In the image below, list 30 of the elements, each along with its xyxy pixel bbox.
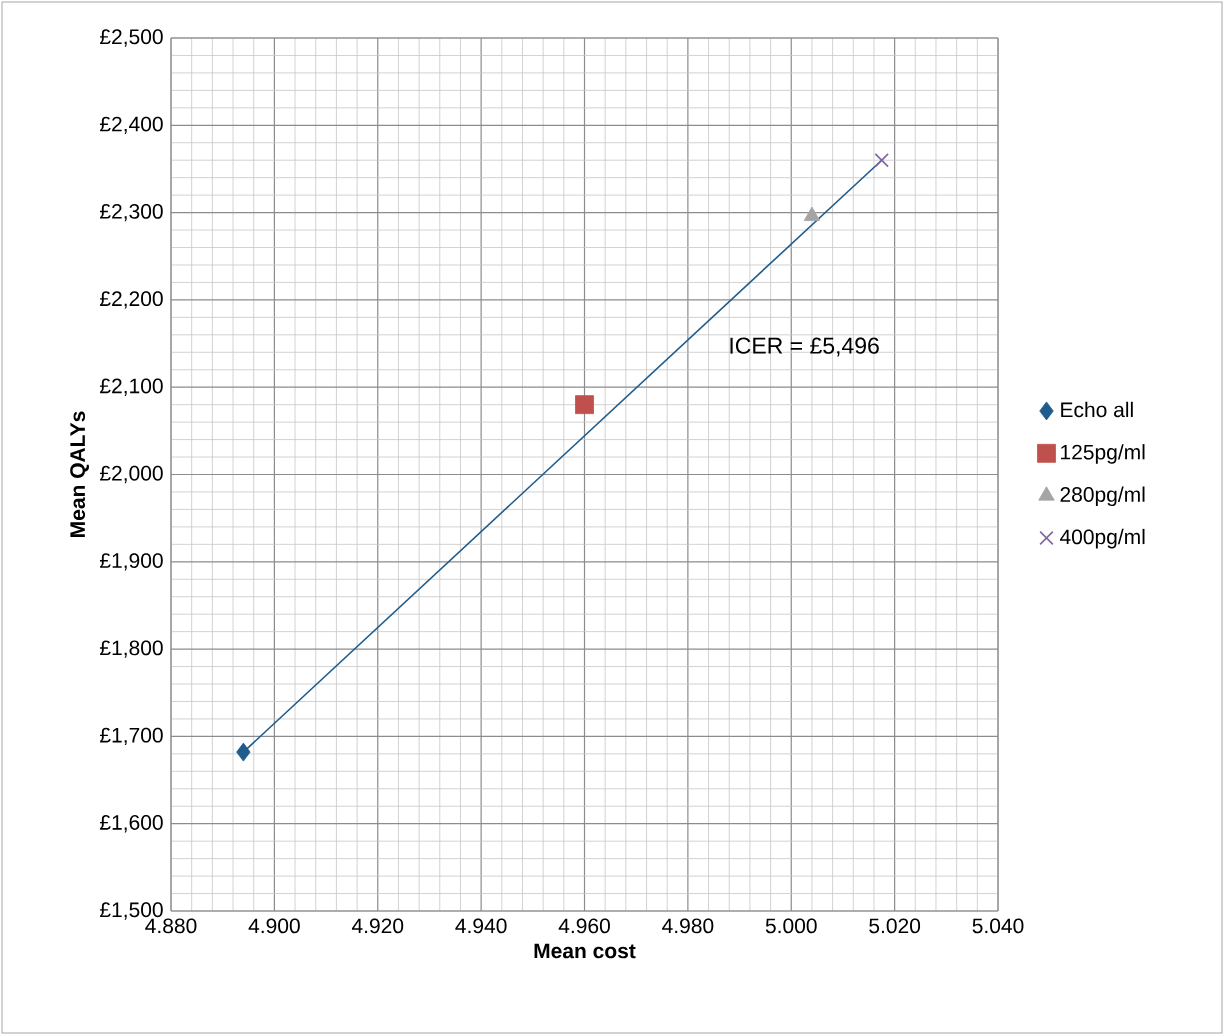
x-tick-label: 5.040 xyxy=(972,918,1024,934)
x-tick-label: 4.940 xyxy=(455,918,507,934)
y-tick-label: £2,400 xyxy=(99,116,163,134)
x-tick-label: 4.880 xyxy=(145,918,197,934)
x-tick-label: 4.900 xyxy=(248,918,300,934)
point xyxy=(236,742,251,762)
y-axis-title: Mean QALYs xyxy=(70,411,89,537)
y-tick-label: £2,200 xyxy=(99,291,163,309)
y-tick-label: £1,700 xyxy=(99,727,163,746)
y-tick-label: £2,300 xyxy=(99,203,163,222)
x-tick-label: 4.980 xyxy=(662,918,714,934)
legend-label: Echo all xyxy=(1061,401,1133,418)
point xyxy=(575,395,594,415)
x-tick-label: 5.020 xyxy=(869,918,921,934)
legend-label: 400pg/ml xyxy=(1059,528,1145,549)
x-tick-label: 4.960 xyxy=(558,918,610,934)
y-tick-label: £1,600 xyxy=(99,815,163,833)
y-tick-label: £1,900 xyxy=(99,553,163,571)
legend-label: 280pg/ml xyxy=(1060,486,1145,507)
y-tick-label: £1,800 xyxy=(99,640,163,658)
x-tick-label: 5.000 xyxy=(765,918,817,934)
x-tick-label: 4.920 xyxy=(351,918,404,934)
legend-label: 125pg/ml xyxy=(1061,444,1145,464)
annotation: ICER = £5,496 xyxy=(730,337,879,357)
y-tick-label: £2,500 xyxy=(99,29,163,47)
x-axis-title: Mean cost xyxy=(534,943,636,959)
point xyxy=(874,153,889,168)
y-tick-label: £1,500 xyxy=(99,902,163,920)
y-tick-label: £2,000 xyxy=(99,465,163,484)
y-tick-label: £2,100 xyxy=(99,378,163,396)
